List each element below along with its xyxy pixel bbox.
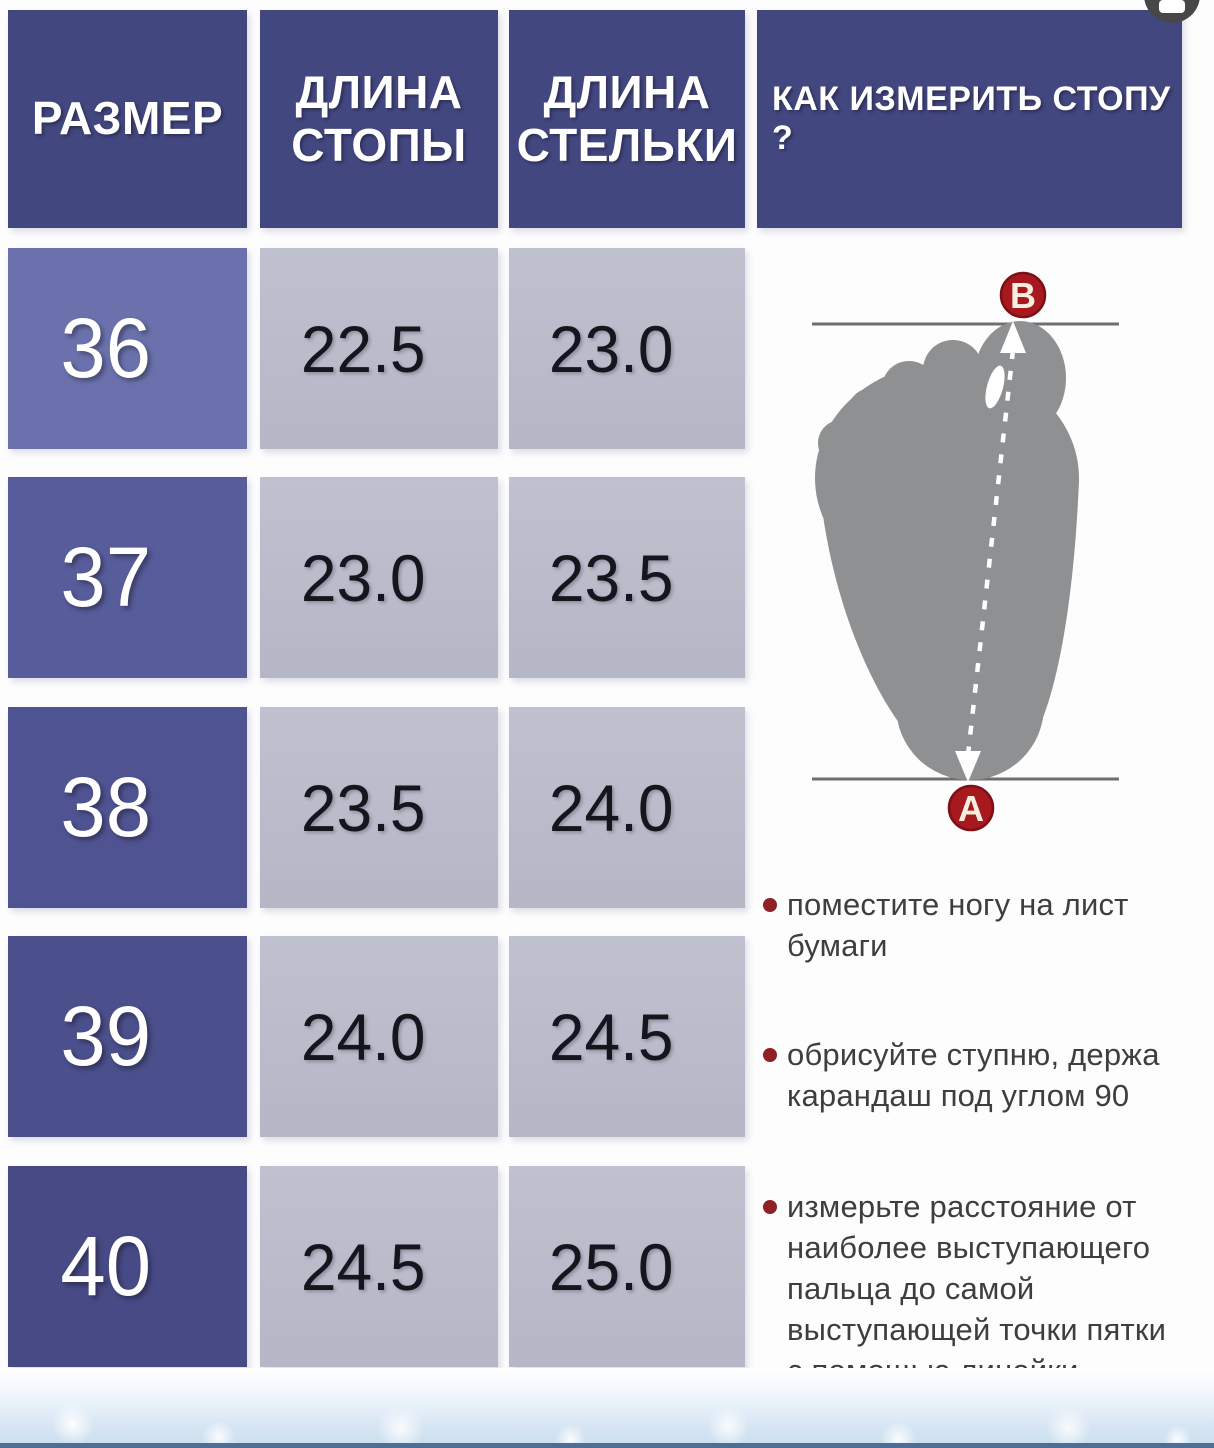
bullet-icon <box>763 898 777 912</box>
insole-length-cell: 25.0 <box>509 1166 745 1367</box>
bottom-border <box>0 1443 1214 1448</box>
column-header-size-label: РАЗМЕР <box>31 92 224 145</box>
table-row: 38 23.5 24.0 <box>0 707 1214 908</box>
insole-length-value: 25.0 <box>548 1229 674 1304</box>
foot-length-value: 22.5 <box>300 311 426 386</box>
insole-length-cell: 24.0 <box>509 707 745 908</box>
column-header-insole-length-label: ДЛИНА СТЕЛЬКИ <box>516 65 738 171</box>
foot-length-cell: 24.0 <box>260 936 498 1137</box>
foot-silhouette-icon <box>815 321 1079 780</box>
measure-panel-header: КАК ИЗМЕРИТЬ СТОПУ ? <box>757 10 1182 228</box>
insole-length-value: 24.5 <box>548 999 674 1074</box>
foot-length-value: 23.5 <box>300 770 426 845</box>
size-value: 39 <box>60 989 151 1083</box>
table-row: 36 22.5 23.0 <box>0 248 1214 449</box>
instruction-item: обрисуйте ступню, держа карандаш под угл… <box>757 1034 1167 1116</box>
watermark-glyph <box>1159 0 1185 13</box>
bullet-icon <box>763 1200 777 1214</box>
toe-highlight <box>985 365 1005 409</box>
snow-decoration <box>0 1368 1214 1443</box>
insole-length-cell: 24.5 <box>509 936 745 1137</box>
foot-measurement-diagram: B A <box>812 271 1119 832</box>
svg-text:A: A <box>958 788 984 829</box>
table-row: 40 24.5 25.0 <box>0 1166 1214 1367</box>
svg-text:B: B <box>1010 275 1036 316</box>
foot-length-cell: 23.0 <box>260 477 498 678</box>
size-cell: 40 <box>8 1166 247 1367</box>
size-value: 36 <box>60 301 151 395</box>
size-cell: 39 <box>8 936 247 1137</box>
arrow-up-icon <box>1000 321 1026 353</box>
bullet-icon <box>763 1048 777 1062</box>
measure-dashed-line <box>965 349 1016 756</box>
instruction-text: поместите ногу на лист бумаги <box>787 887 1129 963</box>
column-header-foot-length: ДЛИНА СТОПЫ <box>260 10 498 228</box>
instruction-item: измерьте расстояние от наиболее выступаю… <box>757 1186 1167 1391</box>
marker-b: B <box>999 271 1047 319</box>
foot-length-value: 24.0 <box>300 999 426 1074</box>
table-row: 39 24.0 24.5 <box>0 936 1214 1137</box>
instruction-text: измерьте расстояние от наиболее выступаю… <box>787 1189 1167 1388</box>
insole-length-cell: 23.5 <box>509 477 745 678</box>
size-value: 37 <box>60 530 151 624</box>
foot-length-cell: 22.5 <box>260 248 498 449</box>
insole-length-value: 23.5 <box>548 540 674 615</box>
size-value: 38 <box>60 760 151 854</box>
size-cell: 36 <box>8 248 247 449</box>
insole-length-cell: 23.0 <box>509 248 745 449</box>
measure-panel-title: КАК ИЗМЕРИТЬ СТОПУ ? <box>772 80 1171 157</box>
instruction-text: обрисуйте ступню, держа карандаш под угл… <box>787 1037 1160 1113</box>
foot-length-cell: 23.5 <box>260 707 498 908</box>
insole-length-value: 24.0 <box>548 770 674 845</box>
column-header-foot-length-label: ДЛИНА СТОПЫ <box>291 65 467 171</box>
size-cell: 37 <box>8 477 247 678</box>
insole-length-value: 23.0 <box>548 311 674 386</box>
foot-length-cell: 24.5 <box>260 1166 498 1367</box>
cropped-watermark-icon <box>1144 0 1200 23</box>
size-cell: 38 <box>8 707 247 908</box>
foot-length-value: 23.0 <box>300 540 426 615</box>
table-row: 37 23.0 23.5 <box>0 477 1214 678</box>
column-header-insole-length: ДЛИНА СТЕЛЬКИ <box>509 10 745 228</box>
size-value: 40 <box>60 1219 151 1313</box>
marker-a: A <box>947 784 995 832</box>
instruction-item: поместите ногу на лист бумаги <box>757 884 1167 966</box>
arrow-down-icon <box>955 751 981 782</box>
column-header-size: РАЗМЕР <box>8 10 247 228</box>
foot-length-value: 24.5 <box>300 1229 426 1304</box>
